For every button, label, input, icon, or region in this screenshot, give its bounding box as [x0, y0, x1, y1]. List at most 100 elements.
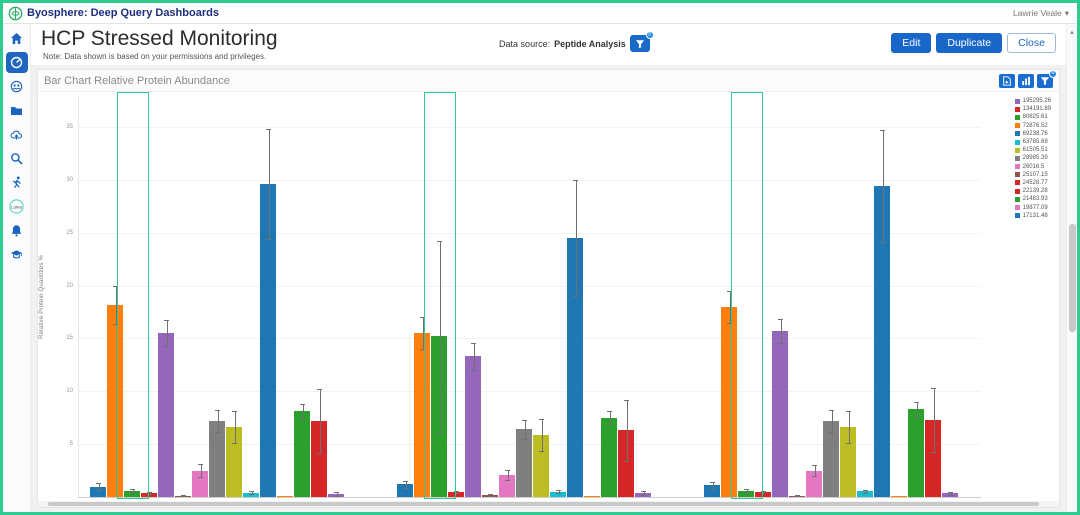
- legend-item[interactable]: 69238.76: [1014, 131, 1051, 137]
- user-menu[interactable]: Lawrie Veale ▾: [1013, 8, 1069, 19]
- legend-item[interactable]: 19877.09: [1014, 205, 1051, 211]
- error-bar-cap: [164, 320, 169, 322]
- selection-highlight-rect[interactable]: [731, 92, 764, 500]
- legend-item[interactable]: 24528.77: [1014, 180, 1051, 186]
- bar-series-9-group-2[interactable]: [533, 434, 549, 498]
- error-bar-cap: [556, 490, 561, 492]
- bar-series-7-group-1[interactable]: [192, 470, 208, 498]
- legend-item[interactable]: 134191.89: [1014, 106, 1051, 112]
- error-bar-cap: [812, 475, 817, 477]
- bar-series-1-group-2[interactable]: [397, 484, 413, 498]
- sidebar-item-home[interactable]: [6, 28, 28, 49]
- chart-legend: 195295.26 134191.89 80625.61 72876.52 69238.…: [1014, 98, 1051, 219]
- bar-series-5-group-1[interactable]: [158, 333, 174, 498]
- legend-item[interactable]: 72876.52: [1014, 123, 1051, 129]
- bar-series-8-group-2[interactable]: [516, 429, 532, 498]
- bar-series-7-group-3[interactable]: [806, 470, 822, 498]
- close-button[interactable]: Close: [1007, 33, 1056, 53]
- legend-item[interactable]: 25107.15: [1014, 171, 1051, 178]
- vertical-scrollbar-thumb[interactable]: [1069, 224, 1076, 332]
- bar-series-10-group-2[interactable]: [550, 491, 566, 498]
- legend-item[interactable]: 17131.48: [1014, 213, 1051, 219]
- bar-series-13-group-3[interactable]: [908, 409, 924, 498]
- bar-series-12-group-3[interactable]: [891, 496, 907, 498]
- edit-button[interactable]: Edit: [891, 33, 932, 53]
- bar-series-11-group-1[interactable]: [260, 183, 276, 498]
- chart-filter-button[interactable]: 0: [1037, 69, 1057, 88]
- legend-swatch: [1014, 114, 1020, 120]
- bar-series-2-group-1[interactable]: [107, 304, 123, 498]
- error-bar-cap: [914, 416, 919, 418]
- legend-item[interactable]: 80625.61: [1014, 114, 1051, 120]
- bar-series-14-group-3[interactable]: [925, 419, 941, 498]
- sidebar-item-community-globe[interactable]: [6, 76, 28, 97]
- bar-series-5-group-2[interactable]: [465, 356, 481, 498]
- bar-series-1-group-1[interactable]: [90, 486, 106, 498]
- bar-series-12-group-1[interactable]: [277, 496, 293, 498]
- vertical-scrollbar[interactable]: ▲: [1066, 24, 1077, 512]
- error-bar: [865, 489, 867, 493]
- bar-series-1-group-3[interactable]: [704, 485, 720, 498]
- gridline: [78, 285, 981, 287]
- bar-series-7-group-2[interactable]: [499, 474, 515, 498]
- error-bar-cap: [232, 411, 237, 413]
- bar-series-12-group-2[interactable]: [584, 496, 600, 498]
- sidebar-item-dashboard-gauge[interactable]: [5, 52, 28, 73]
- error-bar-cap: [471, 342, 476, 344]
- error-bar: [132, 488, 134, 493]
- legend-label: 25107.15: [1022, 171, 1048, 178]
- bar-series-8-group-1[interactable]: [209, 420, 225, 498]
- bar-series-13-group-1[interactable]: [294, 411, 310, 498]
- legend-item[interactable]: 21483.93: [1014, 196, 1051, 202]
- bar-series-9-group-1[interactable]: [226, 427, 242, 498]
- error-bar-cap: [505, 480, 510, 482]
- page-header: HCP Stressed Monitoring Note: Data shown…: [31, 24, 1066, 66]
- sidebar-item-notifications-bell[interactable]: [6, 220, 28, 241]
- bar-series-3-group-2[interactable]: [431, 336, 447, 498]
- bar-series-15-group-1[interactable]: [328, 493, 344, 498]
- bar-series-3-group-3[interactable]: [738, 490, 754, 498]
- horizontal-scrollbar-thumb[interactable]: [48, 502, 1039, 506]
- bar-series-14-group-2[interactable]: [618, 430, 634, 498]
- legend-label: 28985.39: [1022, 155, 1048, 162]
- legend-item[interactable]: 195295.26: [1014, 98, 1051, 104]
- legend-item[interactable]: 28985.39: [1014, 155, 1051, 162]
- error-bar: [456, 490, 458, 493]
- data-source-filter-button[interactable]: 0: [629, 31, 654, 52]
- cloud-upload-icon: [10, 128, 23, 141]
- legend-item[interactable]: 22139.28: [1014, 188, 1051, 194]
- error-bar-cap: [164, 345, 169, 347]
- bar-series-14-group-1[interactable]: [311, 420, 327, 498]
- duplicate-button[interactable]: Duplicate: [936, 33, 1003, 53]
- legend-item[interactable]: 63785.69: [1014, 139, 1051, 145]
- chart-settings-button[interactable]: [1018, 73, 1034, 88]
- legend-label: 61505.51: [1022, 147, 1048, 154]
- bar-series-2-group-2[interactable]: [414, 333, 430, 498]
- bar-series-3-group-1[interactable]: [124, 490, 140, 498]
- sidebar-item-folder[interactable]: [6, 100, 28, 121]
- y-tick-label: 10: [66, 388, 73, 395]
- bar-series-11-group-3[interactable]: [874, 186, 890, 498]
- error-bar-cap: [454, 490, 459, 492]
- sidebar-item-search[interactable]: [6, 148, 28, 169]
- selection-highlight-rect[interactable]: [424, 92, 457, 500]
- sidebar-item-luma[interactable]: Luma: [6, 196, 28, 217]
- bar-series-9-group-3[interactable]: [840, 427, 856, 498]
- scroll-up-arrow-icon[interactable]: ▲: [1069, 30, 1075, 36]
- error-bar-cap: [761, 493, 766, 495]
- bar-series-11-group-2[interactable]: [567, 237, 583, 498]
- sidebar-item-education-cap[interactable]: [6, 244, 28, 265]
- export-chart-button[interactable]: [999, 73, 1015, 88]
- legend-item[interactable]: 26016.5: [1014, 164, 1051, 170]
- legend-item[interactable]: 61505.51: [1014, 147, 1051, 154]
- horizontal-scrollbar[interactable]: [38, 501, 1059, 507]
- sidebar-item-cloud-upload[interactable]: [6, 124, 28, 145]
- selection-highlight-rect[interactable]: [117, 92, 150, 500]
- error-bar-cap: [403, 487, 408, 489]
- bar-series-8-group-3[interactable]: [823, 420, 839, 498]
- bar-series-13-group-2[interactable]: [601, 417, 617, 498]
- sidebar-item-activity-runner[interactable]: [6, 172, 28, 193]
- bar-series-10-group-3[interactable]: [857, 491, 873, 498]
- bar-series-5-group-3[interactable]: [772, 331, 788, 498]
- bar-series-2-group-3[interactable]: [721, 306, 737, 498]
